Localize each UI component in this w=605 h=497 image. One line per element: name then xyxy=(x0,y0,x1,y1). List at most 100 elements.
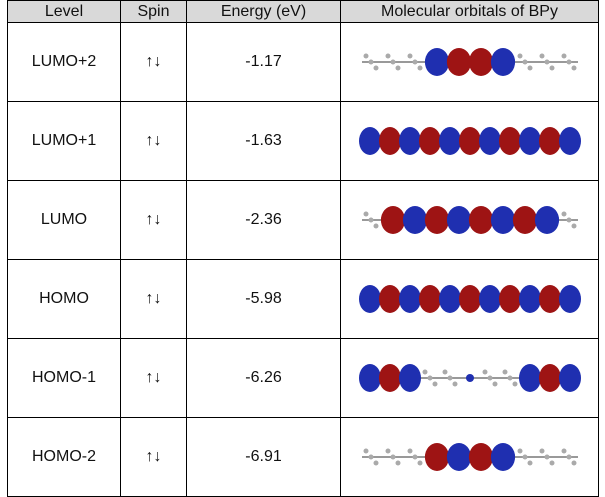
orbital-lobe xyxy=(479,127,501,155)
orbital-lobe xyxy=(519,364,541,392)
atom xyxy=(447,376,452,381)
level-cell: HOMO-1 xyxy=(8,339,121,418)
energy-cell: -6.91 xyxy=(187,418,341,497)
spin-cell: ↑↓ xyxy=(121,181,187,260)
atom xyxy=(363,54,368,59)
atom xyxy=(417,66,422,71)
orbital-image xyxy=(350,27,590,97)
atom xyxy=(390,60,395,65)
atom xyxy=(517,449,522,454)
orbital-lobe xyxy=(446,48,470,76)
orbital-image xyxy=(350,185,590,255)
orbital-cell xyxy=(341,181,599,260)
atom xyxy=(417,461,422,466)
atom xyxy=(561,449,566,454)
atom xyxy=(561,212,566,217)
header-cell: Molecular orbitals of BPy xyxy=(341,1,599,23)
table-row: HOMO↑↓-5.98 xyxy=(8,260,599,339)
energy-cell: -1.17 xyxy=(187,23,341,102)
orbital-cell xyxy=(341,260,599,339)
orbital-image xyxy=(350,422,590,492)
orbital-lobe xyxy=(490,48,514,76)
atom xyxy=(522,60,527,65)
orbital-image xyxy=(350,343,590,413)
atom xyxy=(566,218,571,223)
orbital-image xyxy=(350,264,590,334)
atom xyxy=(368,60,373,65)
orbital-lobe xyxy=(468,206,492,234)
atom xyxy=(385,54,390,59)
atom xyxy=(482,370,487,375)
atom xyxy=(571,224,576,229)
atom xyxy=(566,455,571,460)
orbital-lobe xyxy=(490,443,514,471)
orbital-lobe xyxy=(539,364,561,392)
table-row: LUMO+1↑↓-1.63 xyxy=(8,102,599,181)
atom xyxy=(507,376,512,381)
atom xyxy=(368,218,373,223)
level-cell: HOMO-2 xyxy=(8,418,121,497)
header-cell: Level xyxy=(8,1,121,23)
orbital-image xyxy=(350,106,590,176)
orbital-lobe xyxy=(559,127,581,155)
atom xyxy=(442,370,447,375)
orbital-lobe xyxy=(399,364,421,392)
orbital-lobe xyxy=(446,206,470,234)
atom xyxy=(527,461,532,466)
atom xyxy=(452,382,457,387)
orbital-lobe xyxy=(466,374,474,382)
atom xyxy=(492,382,497,387)
orbital-lobe xyxy=(468,443,492,471)
orbital-lobe xyxy=(539,127,561,155)
orbital-lobe xyxy=(379,364,401,392)
orbital-lobe xyxy=(499,285,521,313)
level-cell: LUMO+2 xyxy=(8,23,121,102)
orbital-lobe xyxy=(399,285,421,313)
atom xyxy=(517,54,522,59)
orbital-lobe xyxy=(419,127,441,155)
energy-cell: -2.36 xyxy=(187,181,341,260)
orbital-lobe xyxy=(559,364,581,392)
page: Level Spin Energy (eV) Molecular orbital… xyxy=(0,0,605,497)
spin-cell: ↑↓ xyxy=(121,260,187,339)
orbital-lobe xyxy=(359,285,381,313)
orbital-table: Level Spin Energy (eV) Molecular orbital… xyxy=(7,0,599,497)
orbital-lobe xyxy=(459,285,481,313)
orbital-lobe xyxy=(490,206,514,234)
level-cell: LUMO xyxy=(8,181,121,260)
orbital-lobe xyxy=(519,127,541,155)
atom xyxy=(527,66,532,71)
atom xyxy=(368,455,373,460)
energy-cell: -5.98 xyxy=(187,260,341,339)
orbital-lobe xyxy=(379,285,401,313)
header-cell: Energy (eV) xyxy=(187,1,341,23)
orbital-lobe xyxy=(402,206,426,234)
atom xyxy=(363,212,368,217)
orbital-lobe xyxy=(399,127,421,155)
orbital-cell xyxy=(341,102,599,181)
atom xyxy=(539,449,544,454)
level-cell: LUMO+1 xyxy=(8,102,121,181)
atom xyxy=(412,455,417,460)
atom xyxy=(571,66,576,71)
atom xyxy=(432,382,437,387)
orbital-lobe xyxy=(379,127,401,155)
orbital-lobe xyxy=(439,285,461,313)
atom xyxy=(502,370,507,375)
atom xyxy=(512,382,517,387)
atom xyxy=(373,224,378,229)
atom xyxy=(407,449,412,454)
orbital-lobe xyxy=(512,206,536,234)
atom xyxy=(412,60,417,65)
atom xyxy=(522,455,527,460)
orbital-lobe xyxy=(534,206,558,234)
level-cell: HOMO xyxy=(8,260,121,339)
header-row: Level Spin Energy (eV) Molecular orbital… xyxy=(8,1,599,23)
atom xyxy=(539,54,544,59)
atom xyxy=(544,455,549,460)
orbital-lobe xyxy=(468,48,492,76)
atom xyxy=(395,461,400,466)
spin-cell: ↑↓ xyxy=(121,339,187,418)
orbital-lobe xyxy=(359,127,381,155)
orbital-cell xyxy=(341,23,599,102)
